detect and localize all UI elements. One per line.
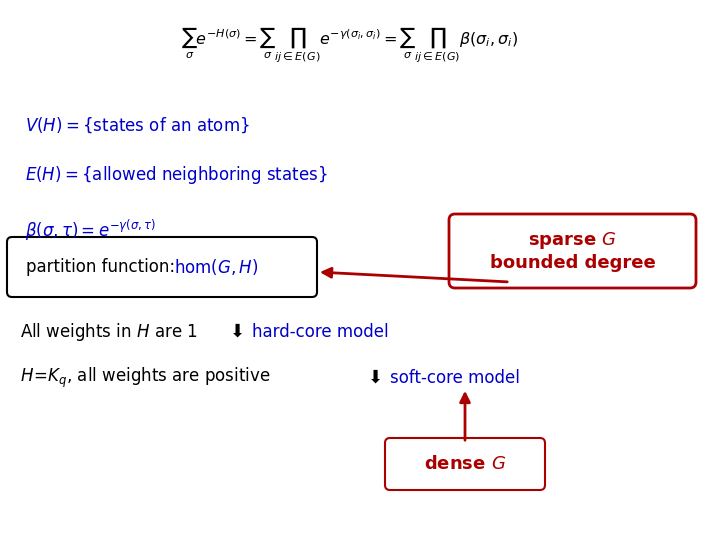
- Text: $\sum_{\sigma} e^{-H(\sigma)} = \sum_{\sigma} \prod_{ij \in E(G)} e^{-\gamma(\si: $\sum_{\sigma} e^{-H(\sigma)} = \sum_{\s…: [181, 25, 518, 65]
- FancyArrowPatch shape: [323, 268, 507, 282]
- Text: All weights in $H$ are 1: All weights in $H$ are 1: [20, 321, 198, 343]
- FancyBboxPatch shape: [449, 214, 696, 288]
- Text: dense $G$: dense $G$: [424, 455, 506, 473]
- FancyBboxPatch shape: [7, 237, 317, 297]
- Text: $H\!=\!K_q$, all weights are positive: $H\!=\!K_q$, all weights are positive: [20, 366, 271, 390]
- FancyBboxPatch shape: [385, 438, 545, 490]
- FancyArrowPatch shape: [461, 394, 469, 440]
- Text: ⬇: ⬇: [230, 323, 245, 341]
- Text: bounded degree: bounded degree: [490, 254, 655, 272]
- Text: $\beta(\sigma, \tau) = e^{-\gamma(\sigma, \tau)}$: $\beta(\sigma, \tau) = e^{-\gamma(\sigma…: [25, 218, 156, 242]
- Text: partition function:: partition function:: [26, 258, 175, 276]
- Text: sparse $G$: sparse $G$: [528, 230, 617, 251]
- Text: soft-core model: soft-core model: [390, 369, 520, 387]
- Text: $\mathrm{hom}(G, H)$: $\mathrm{hom}(G, H)$: [174, 257, 258, 277]
- Text: $E(H) = \{$allowed neighboring states$\}$: $E(H) = \{$allowed neighboring states$\}…: [25, 164, 328, 186]
- Text: ⬇: ⬇: [368, 369, 383, 387]
- Text: $V(H) = \{$states of an atom$\}$: $V(H) = \{$states of an atom$\}$: [25, 115, 250, 135]
- Text: hard-core model: hard-core model: [252, 323, 389, 341]
